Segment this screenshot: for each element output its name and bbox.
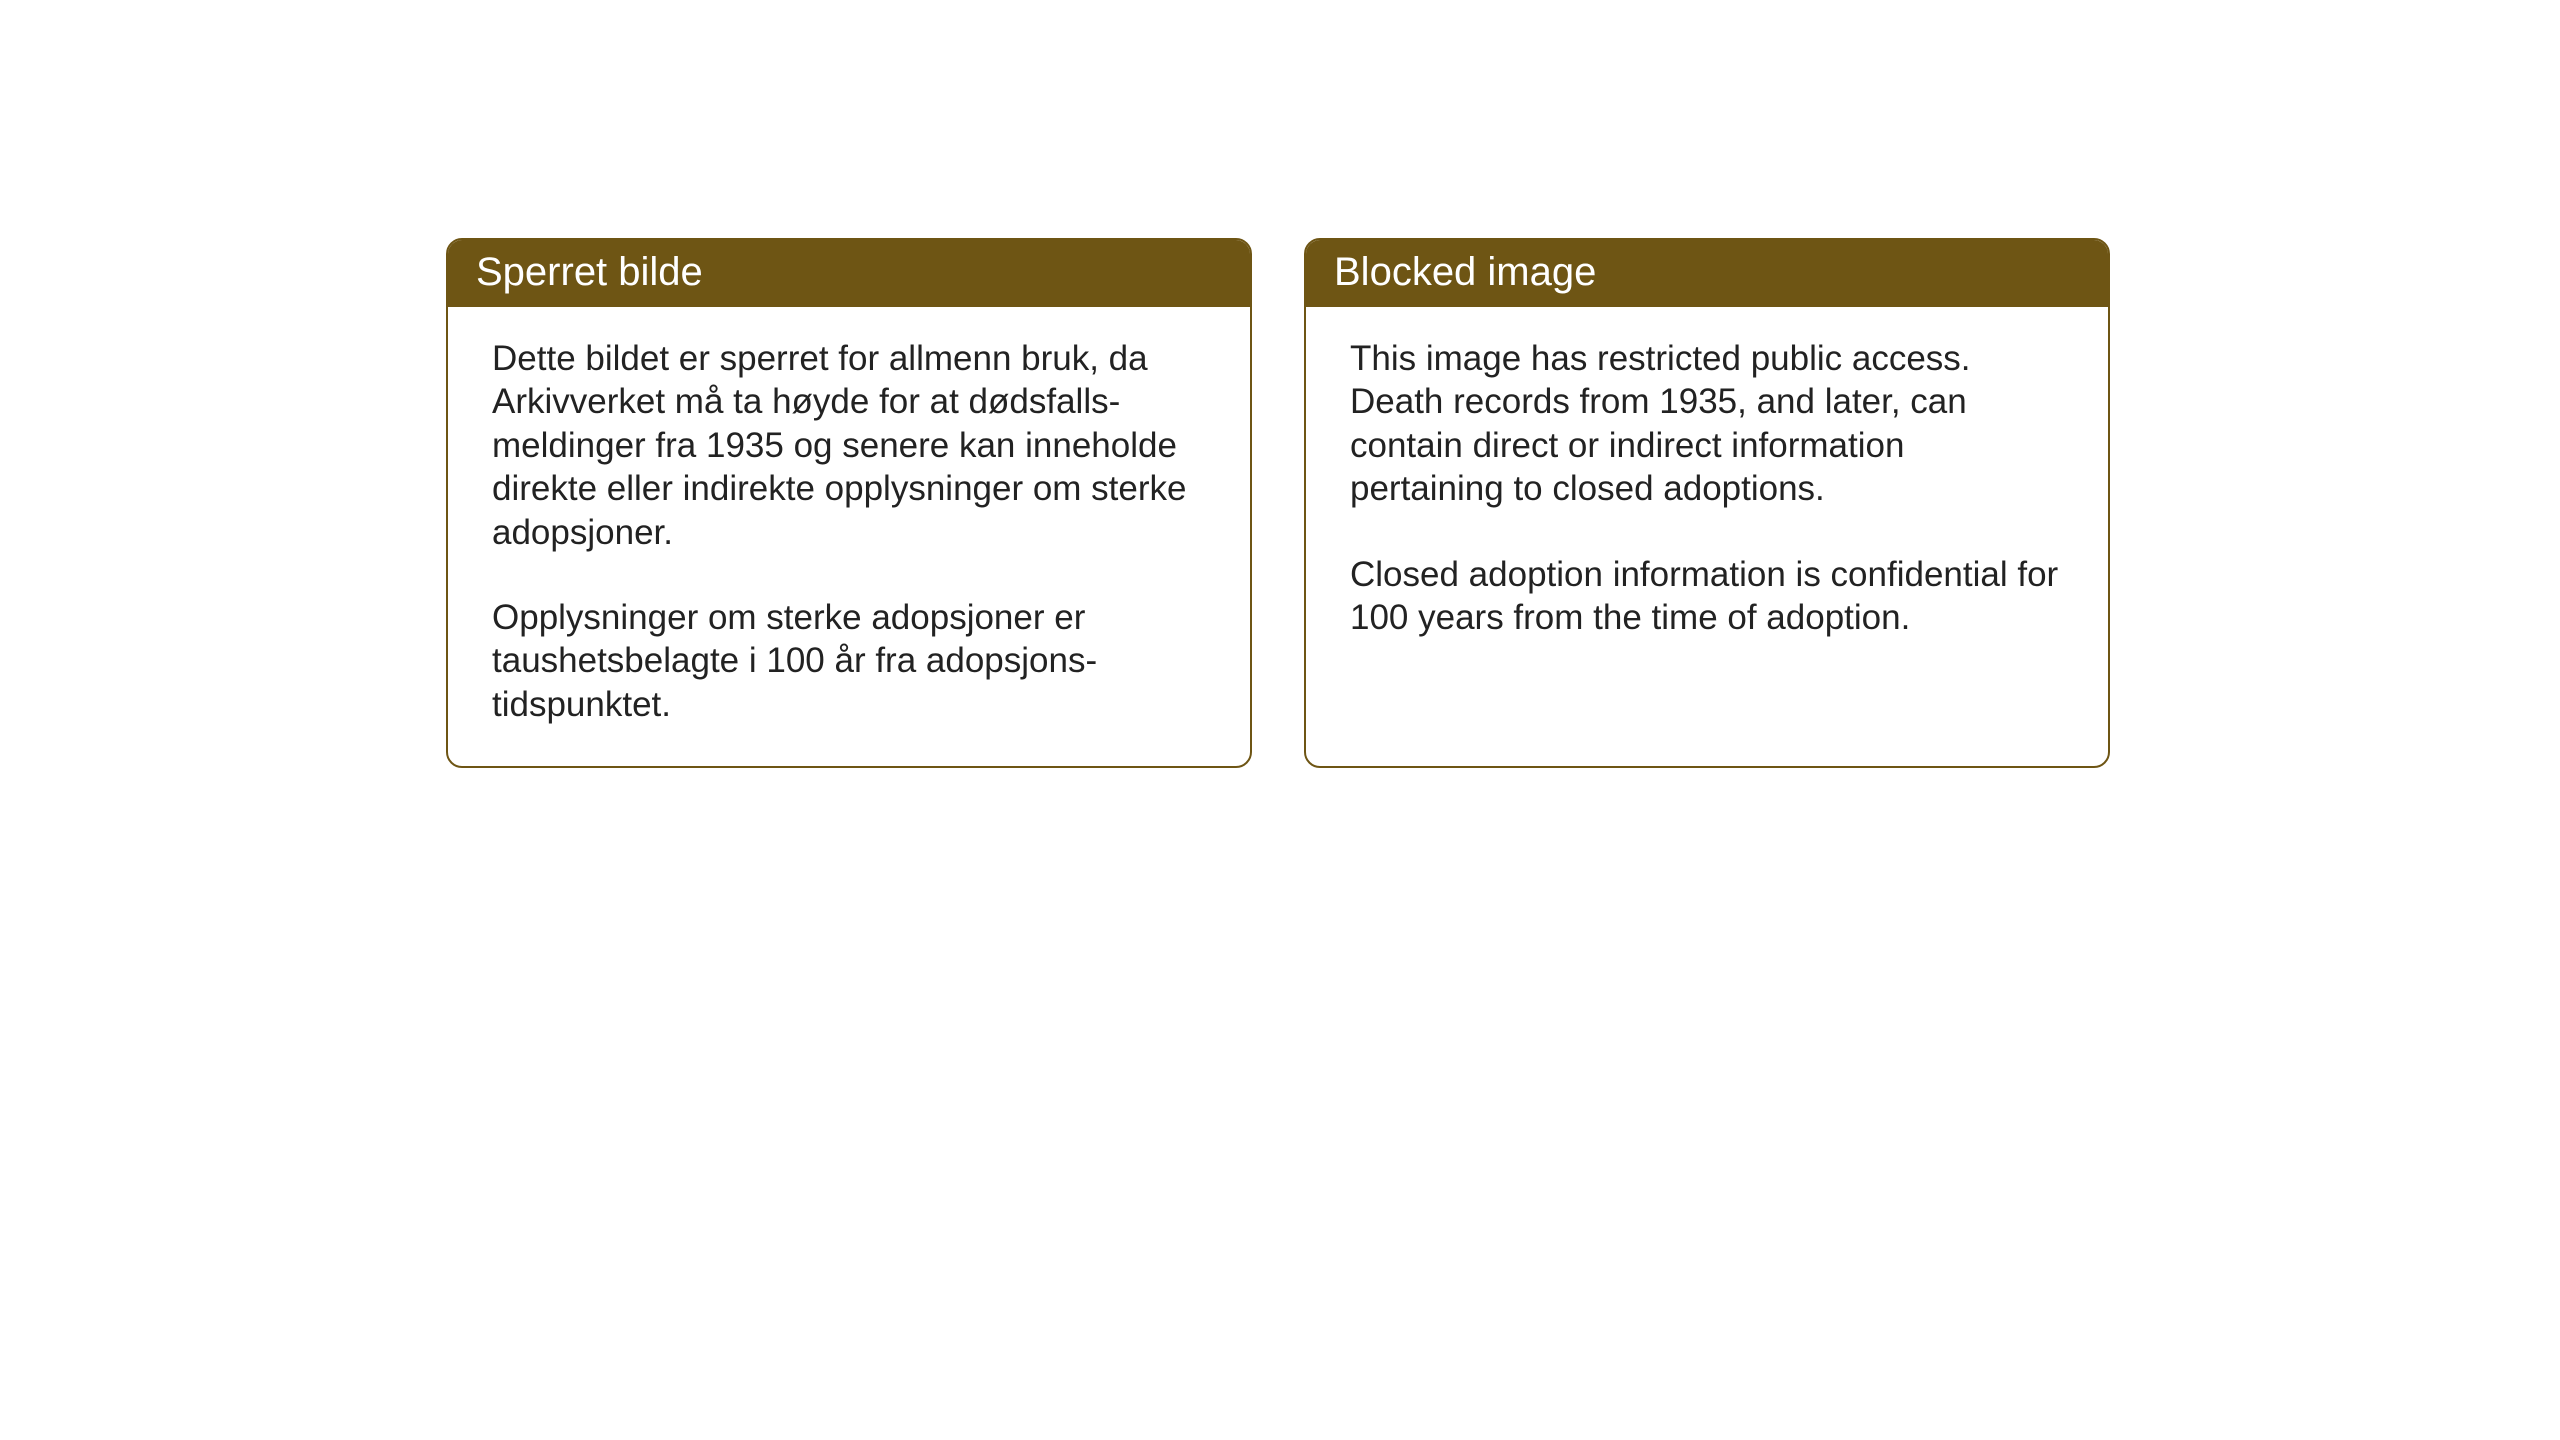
notice-body-english: This image has restricted public access.… (1306, 307, 2108, 679)
notice-paragraph-1-norwegian: Dette bildet er sperret for allmenn bruk… (492, 337, 1206, 554)
notice-paragraph-1-english: This image has restricted public access.… (1350, 337, 2064, 511)
notice-container: Sperret bilde Dette bildet er sperret fo… (446, 238, 2110, 768)
notice-header-norwegian: Sperret bilde (448, 240, 1250, 307)
notice-card-norwegian: Sperret bilde Dette bildet er sperret fo… (446, 238, 1252, 768)
notice-paragraph-2-norwegian: Opplysninger om sterke adopsjoner er tau… (492, 596, 1206, 726)
notice-card-english: Blocked image This image has restricted … (1304, 238, 2110, 768)
notice-paragraph-2-english: Closed adoption information is confident… (1350, 553, 2064, 640)
notice-header-english: Blocked image (1306, 240, 2108, 307)
notice-body-norwegian: Dette bildet er sperret for allmenn bruk… (448, 307, 1250, 766)
